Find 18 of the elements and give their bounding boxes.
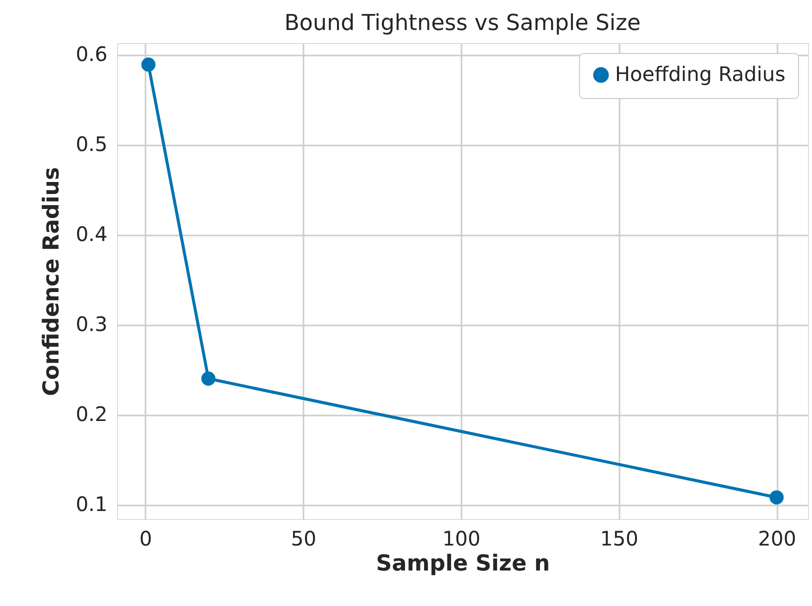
x-tick-label: 50 <box>290 526 316 550</box>
x-tick-label: 0 <box>139 526 152 550</box>
chart-title: Bound Tightness vs Sample Size <box>284 11 641 36</box>
x-tick-label: 200 <box>758 526 796 550</box>
y-tick-label: 0.4 <box>76 222 108 246</box>
point <box>141 58 156 72</box>
y-tick-label: 0.5 <box>76 132 108 156</box>
x-tick-label: 100 <box>442 526 481 550</box>
y-axis-title: Confidence Radius <box>40 166 65 396</box>
y-tick-label: 0.1 <box>76 492 108 516</box>
y-tick-label: 0.3 <box>76 312 108 336</box>
y-tick-label: 0.6 <box>76 42 108 66</box>
x-axis-title: Sample Size n <box>376 552 550 576</box>
y-tick-label: 0.2 <box>76 402 108 426</box>
legend-label: Hoeffding Radius <box>615 62 786 86</box>
x-tick-label: 150 <box>600 526 638 550</box>
point <box>770 490 784 504</box>
point <box>201 372 216 386</box>
